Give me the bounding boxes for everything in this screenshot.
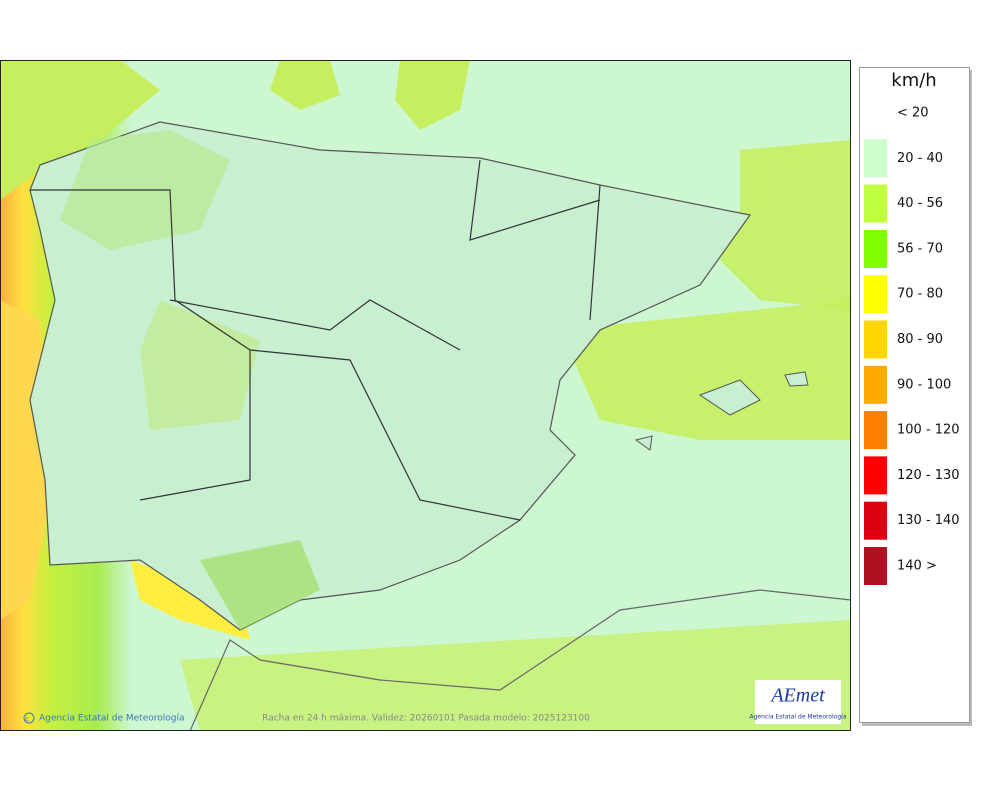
logo-name: AEmet bbox=[769, 685, 825, 707]
logo-box bbox=[755, 680, 841, 724]
legend-label: 70 - 80 bbox=[897, 287, 943, 302]
credit: Agencia Estatal de Meteorología bbox=[39, 714, 185, 724]
map: c Agencia Estatal de Meteorología Racha … bbox=[0, 60, 851, 731]
copyright-icon bbox=[23, 712, 35, 724]
legend-label: 120 - 130 bbox=[897, 468, 960, 483]
map-frame bbox=[0, 60, 851, 731]
legend-swatch bbox=[864, 229, 887, 268]
copyright-c: c bbox=[25, 715, 29, 723]
logo-subtitle: Agencia Estatal de Meteorología bbox=[750, 714, 847, 721]
legend-label: 90 - 100 bbox=[897, 377, 951, 392]
legend-unit: km/h bbox=[891, 70, 936, 91]
legend-label: 40 - 56 bbox=[897, 196, 943, 211]
legend-swatch bbox=[864, 139, 887, 178]
legend: < 20 20 - 40 40 - 56 56 - 70 70 - 80 80 - 90 9… bbox=[864, 106, 960, 585]
legend-swatch bbox=[864, 275, 887, 314]
legend-label: 20 - 40 bbox=[897, 151, 943, 166]
legend-swatch bbox=[864, 320, 887, 359]
legend-swatch bbox=[864, 501, 887, 540]
legend-swatch bbox=[864, 184, 887, 223]
legend-swatch bbox=[864, 456, 887, 495]
legend-label: 56 - 70 bbox=[897, 241, 943, 256]
caption: Racha en 24 h máxima. Validez: 20260101 … bbox=[262, 714, 590, 724]
legend-label: 80 - 90 bbox=[897, 332, 943, 347]
legend-label: 140 > bbox=[897, 559, 937, 574]
legend-swatch bbox=[864, 365, 887, 404]
legend-label: < 20 bbox=[897, 106, 929, 121]
legend-swatch bbox=[864, 411, 887, 450]
legend-label: 100 - 120 bbox=[897, 423, 960, 438]
legend-swatch bbox=[864, 547, 887, 585]
legend-label: 130 - 140 bbox=[897, 513, 960, 528]
